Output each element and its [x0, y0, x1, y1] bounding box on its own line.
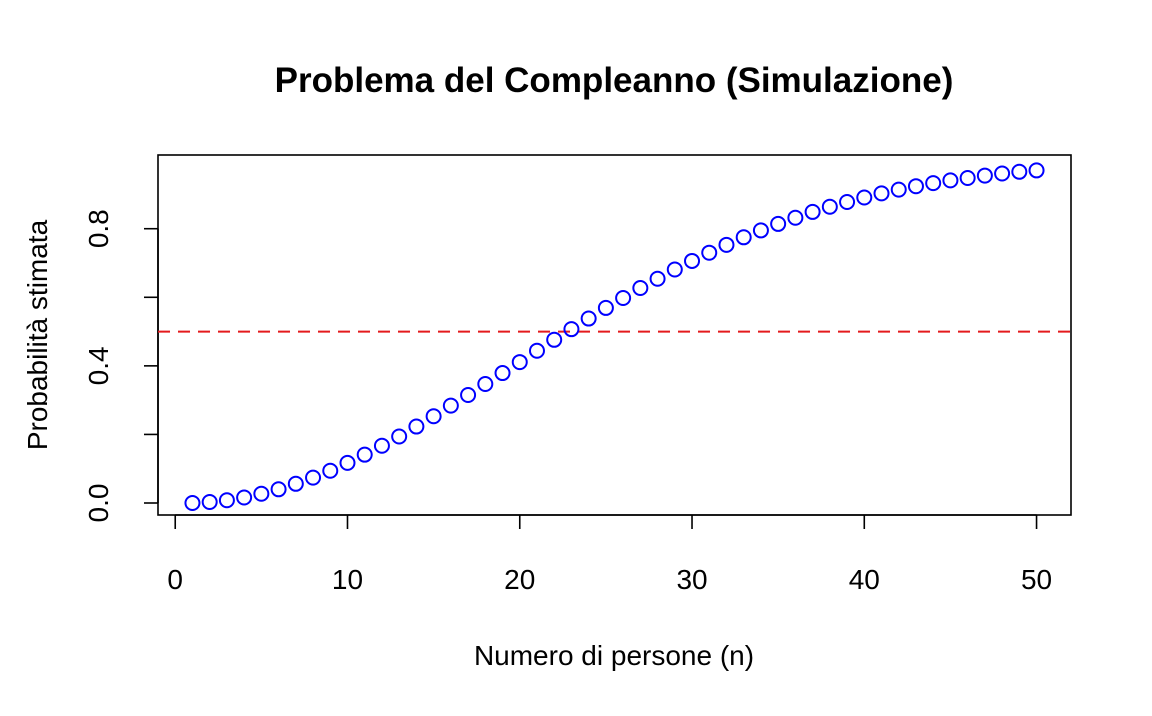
data-point [890, 181, 907, 198]
data-point [528, 342, 545, 359]
data-point [546, 331, 563, 348]
data-point [184, 495, 201, 511]
data-point [701, 244, 718, 261]
data-point [305, 469, 322, 486]
y-axis: 0.0 0.4 0.8 [83, 209, 159, 523]
data-point [356, 446, 373, 463]
chart-title: Problema del Compleanno (Simulazione) [275, 61, 954, 100]
data-point [442, 397, 459, 414]
data-point [959, 169, 976, 186]
x-tick-label: 0 [167, 564, 183, 595]
data-point [1011, 163, 1028, 180]
data-point [718, 236, 735, 253]
data-point [373, 437, 390, 454]
x-tick-label: 10 [332, 564, 363, 595]
data-point [339, 454, 356, 471]
x-axis: 0 10 20 30 40 50 [167, 514, 1052, 595]
y-tick-label: 0.0 [83, 484, 114, 523]
data-point [236, 489, 253, 506]
data-point [752, 222, 769, 239]
data-point [425, 408, 442, 425]
data-point [787, 209, 804, 226]
data-point [511, 354, 528, 371]
data-point [563, 321, 580, 338]
data-point [873, 185, 890, 202]
data-point [408, 418, 425, 435]
data-point [615, 289, 632, 306]
data-point [1028, 162, 1045, 179]
data-point [201, 493, 218, 510]
data-point [821, 198, 838, 215]
data-point [597, 299, 614, 316]
data-points [184, 162, 1045, 511]
data-point [856, 189, 873, 206]
data-point [976, 167, 993, 184]
data-point [839, 193, 856, 210]
data-point [804, 203, 821, 220]
data-point [391, 428, 408, 445]
y-axis-label: Probabilità stimata [22, 219, 53, 450]
data-point [735, 229, 752, 246]
data-point [460, 387, 477, 403]
data-point [322, 462, 339, 479]
x-tick-label: 20 [504, 564, 535, 595]
data-point [994, 165, 1011, 182]
data-point [770, 215, 787, 232]
data-point [649, 270, 666, 287]
data-point [287, 475, 304, 492]
plot-frame [157, 154, 1072, 516]
data-point [632, 280, 649, 297]
x-axis-label: Numero di persone (n) [474, 640, 754, 671]
data-point [253, 485, 270, 502]
data-point [942, 172, 959, 189]
x-tick-label: 50 [1021, 564, 1052, 595]
y-tick-label: 0.8 [83, 209, 114, 248]
data-point [580, 310, 597, 327]
data-point [270, 481, 287, 498]
data-point [477, 376, 494, 393]
data-point [666, 261, 683, 278]
data-point [925, 175, 942, 192]
data-point [684, 252, 701, 269]
y-tick-label: 0.4 [83, 346, 114, 385]
data-point [218, 492, 235, 509]
x-tick-label: 40 [849, 564, 880, 595]
data-point [494, 365, 511, 382]
x-tick-label: 30 [676, 564, 707, 595]
data-point [907, 178, 924, 195]
